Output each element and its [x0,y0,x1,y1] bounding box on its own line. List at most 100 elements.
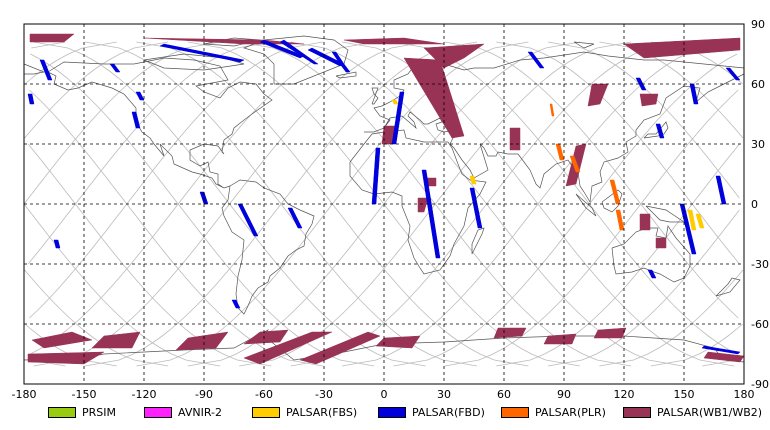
scene-footprint [279,39,319,65]
scene-footprint [647,269,657,279]
coastline [715,277,741,297]
coastline [645,205,686,223]
orbit-track [27,41,744,367]
scene-footprint [237,203,259,237]
legend-swatch-palsar-wb [623,406,651,418]
scene-footprint [403,57,465,139]
legend-label-avnir2: AVNIR-2 [178,405,222,419]
lon-tick-label: -30 [315,388,333,401]
scene-footprint [243,331,333,365]
scene-footprint [109,63,121,73]
scene-footprint [39,59,53,81]
scene-footprint [175,331,229,351]
scene-footprint [29,33,75,43]
scene-footprint [469,175,477,185]
scene-footprint [609,179,621,205]
legend-item-avnir2: AVNIR-2 [144,404,222,420]
coastline [143,53,245,71]
scene-footprint [549,103,555,117]
orbit-track [23,41,740,367]
legend-label-palsar-plr: PALSAR(PLR) [535,405,606,419]
scene-footprint [655,237,667,249]
scene-footprint [635,77,647,91]
lon-tick-label: -90 [195,388,213,401]
scene-footprint [623,37,741,59]
coastline [471,227,485,255]
scene-footprint [307,47,345,67]
lat-tick-label: 0 [751,198,758,211]
graticule [24,24,744,384]
scene-footprint [569,155,581,173]
lon-tick-label: -60 [255,388,273,401]
scene-footprint [593,327,627,339]
lat-tick-label: -90 [751,378,769,391]
scene-footprint [555,143,565,161]
lon-tick-label: 90 [557,388,571,401]
scene-footprint [509,127,521,151]
scene-footprint [159,43,245,63]
coastline [601,189,623,213]
orbit-track [27,41,744,367]
scene-footprint [91,331,141,349]
observation-scenes [27,33,745,365]
legend-swatch-palsar-fbd [378,406,406,418]
coastline [221,179,315,315]
coastline [335,71,357,79]
lon-tick-label: -180 [12,388,37,401]
lon-tick-label: 120 [614,388,635,401]
coastline [349,129,487,275]
scene-footprint [725,67,741,81]
lon-tick-label: 30 [437,388,451,401]
latitude-tick-labels: 90 60 30 0 -30 -60 -90 [751,18,769,391]
lat-tick-label: -60 [751,318,769,331]
scene-footprint [615,209,625,231]
legend-item-palsar-plr: PALSAR(PLR) [501,404,606,420]
scene-footprint [701,345,741,355]
scene-footprint [493,327,527,339]
scene-footprint [655,123,665,139]
map-frame [23,23,745,385]
lon-tick-label: -120 [132,388,157,401]
scene-footprint [375,335,421,349]
orbit-track [84,41,478,367]
coastline [643,121,669,139]
scene-footprint [135,91,145,101]
lon-tick-label: 180 [734,388,755,401]
orbit-track [239,41,632,367]
legend-label-prsim: PRSIM [82,405,116,419]
lon-tick-label: 0 [381,388,388,401]
scene-footprint [53,239,61,249]
scene-footprint [639,93,659,107]
legend-item-palsar-fbs: PALSAR(FBS) [252,404,357,420]
scene-footprint [31,331,93,349]
lon-tick-label: 150 [674,388,695,401]
legend-item-palsar-wb: PALSAR(WB1/WB2) [623,404,762,420]
orbit-track [23,41,740,367]
scene-footprint [469,187,483,229]
lon-tick-label: 60 [497,388,511,401]
legend-label-palsar-wb: PALSAR(WB1/WB2) [657,405,763,419]
scene-footprint [287,207,303,229]
scene-footprint [695,213,705,229]
scene-footprint [639,213,651,231]
scene-footprint [527,51,545,69]
scene-footprint [259,39,305,59]
coastline [573,41,595,49]
orbit-track [24,41,740,367]
coastline [575,193,597,217]
coastline [23,63,46,75]
legend-swatch-avnir2 [144,406,172,418]
scene-footprint [703,351,745,363]
lon-tick-label: -150 [72,388,97,401]
legend-swatch-palsar-fbs [252,406,280,418]
legend-swatch-palsar-plr [501,406,529,418]
lat-tick-label: 90 [751,18,765,31]
scene-footprint [299,331,381,365]
legend-label-palsar-fbd: PALSAR(FBD) [412,405,485,419]
lat-tick-label: 60 [751,78,765,91]
scene-footprint [543,333,577,345]
scene-footprint [243,329,289,345]
legend: PRSIM AVNIR-2 PALSAR(FBS) PALSAR(FBD) PA… [48,402,762,422]
scene-footprint [417,197,429,213]
